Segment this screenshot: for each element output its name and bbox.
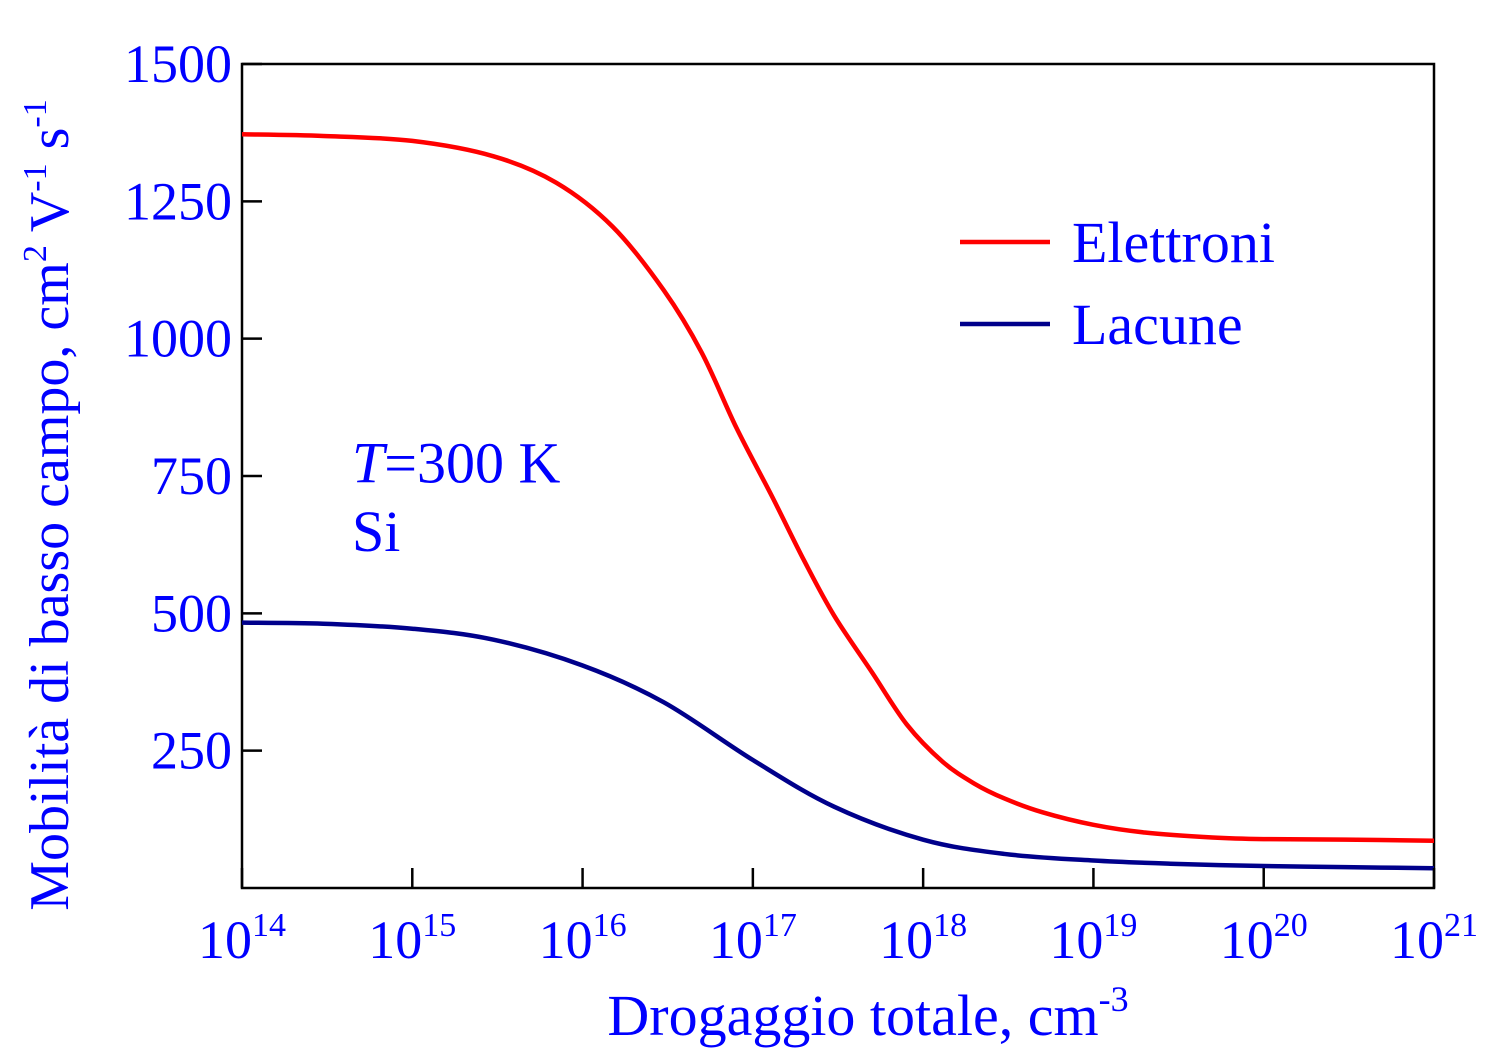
y-tick-label-0: 250 [151, 721, 232, 781]
x-tick-label-5: 1019 [1049, 907, 1137, 970]
legend: Elettroni Lacune [960, 210, 1275, 357]
x-tick-label-7: 1021 [1390, 907, 1478, 970]
x-tick-label-6: 1020 [1220, 907, 1308, 970]
y-tick-label-5: 1500 [124, 34, 232, 94]
x-axis-label: Drogaggio totale, cm-3 [607, 979, 1128, 1048]
labels-layer: 1014 1015 1016 1017 1018 1019 1020 1021 250 500 75… [17, 34, 1478, 1048]
legend-label-elettroni: Elettroni [1072, 210, 1275, 275]
series-line-elettroni [241, 132, 1435, 844]
series-layer [241, 132, 1435, 871]
x-tick-label-4: 1018 [879, 907, 967, 970]
x-tick-label-0: 1014 [198, 907, 286, 970]
x-tick-label-2: 1016 [539, 907, 627, 970]
legend-label-lacune: Lacune [1072, 292, 1243, 357]
y-tick-label-4: 1250 [124, 171, 232, 231]
axes-layer [240, 62, 1436, 888]
y-tick-label-2: 750 [151, 446, 232, 506]
annotation-temp: T=300 K [352, 430, 560, 495]
series-line-lacune [241, 620, 1435, 871]
x-tick-label-1: 1015 [368, 907, 456, 970]
y-tick-label-3: 1000 [124, 309, 232, 369]
annotations: T=300 KSi [352, 430, 560, 564]
x-tick-label-3: 1017 [709, 907, 797, 970]
y-axis-label: Mobilità di basso campo, cm2 V-1 s-1 [17, 99, 81, 910]
y-tick-label-1: 500 [151, 583, 232, 643]
annotation-material: Si [352, 499, 400, 564]
